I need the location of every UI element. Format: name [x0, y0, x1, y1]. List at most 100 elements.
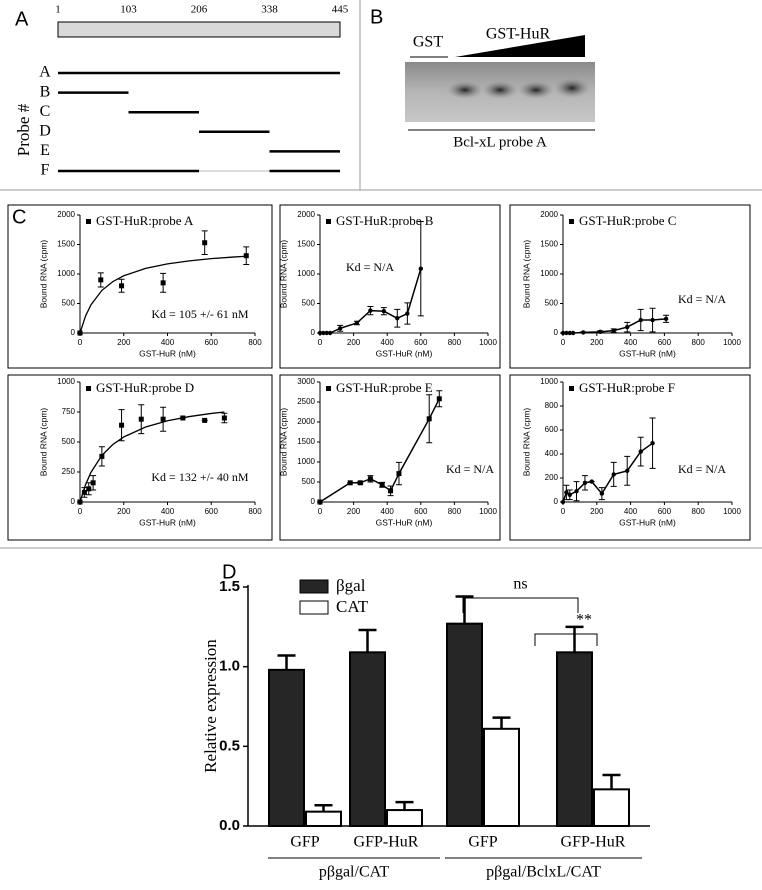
annotation: Kd = 132 +/- 40 nM [151, 470, 249, 484]
data-point [160, 416, 166, 422]
x-tick-label: 200 [117, 338, 131, 347]
x-tick-label: 1000 [479, 507, 497, 516]
error-bar [565, 625, 584, 653]
error-bar [395, 800, 414, 811]
x-tick-label: GFP-HuR [354, 834, 419, 851]
annotation: Kd = N/A [678, 292, 726, 306]
x-tick-label: GFP-HuR [561, 834, 626, 851]
gel-band [554, 78, 590, 98]
y-tick-label: 800 [545, 401, 559, 410]
data-point [564, 330, 569, 336]
x-axis-label: GST-HuR (nM) [376, 348, 433, 358]
y-tick-label: 750 [62, 407, 76, 416]
data-point [625, 468, 630, 473]
chart-frame [279, 374, 501, 541]
data-point [119, 283, 125, 289]
data-point [98, 277, 104, 283]
legend-label: GST-HuR:probe C [579, 213, 676, 228]
data-point [418, 266, 423, 271]
bar [593, 788, 630, 827]
y-tick-label: 1500 [540, 240, 558, 249]
data-point [567, 492, 572, 497]
x-tick-label: 200 [590, 507, 604, 516]
data-point [574, 489, 579, 494]
y-tick-label: 0 [311, 328, 316, 337]
gel-band [447, 81, 483, 99]
y-tick-label: 500 [62, 299, 76, 308]
probe-label: D [39, 122, 51, 139]
x-tick-label: 0 [561, 338, 566, 347]
x-tick-label: 0 [561, 507, 566, 516]
probe-label: F [41, 162, 50, 179]
legend-label: GST-HuR:probe B [336, 213, 434, 228]
y-tick-label: 1000 [297, 457, 315, 466]
legend-label: CAT [336, 597, 369, 616]
data-point [650, 441, 655, 446]
panel-label: D [222, 561, 236, 583]
chart-frame [279, 204, 501, 369]
y-tick-label: 0.5 [219, 737, 240, 754]
y-tick-label: 2000 [297, 417, 315, 426]
y-tick-label: 1500 [297, 437, 315, 446]
y-tick-label: 1000 [540, 377, 558, 386]
y-tick-label: 2000 [540, 210, 558, 219]
legend-marker [569, 386, 574, 391]
y-tick-label: 3000 [297, 377, 315, 386]
x-tick-label: 0 [78, 507, 83, 516]
x-tick-label: GFP [468, 834, 497, 851]
x-tick-label: 600 [414, 507, 428, 516]
y-tick-label: 1000 [57, 377, 75, 386]
annotation: Kd = N/A [346, 260, 394, 274]
data-point [663, 316, 669, 322]
bar [305, 810, 342, 827]
y-tick-label: 600 [545, 425, 559, 434]
y-tick-label: 0 [71, 497, 76, 506]
x-tick-label: 800 [692, 507, 706, 516]
y-axis-label: Bound RNA (cpm) [278, 408, 288, 477]
x-tick-label: 600 [205, 338, 219, 347]
y-tick-label: 2000 [57, 210, 75, 219]
data-point [395, 316, 400, 321]
y-axis-label: Bound RNA (cpm) [521, 240, 531, 309]
fit-curve [79, 411, 225, 503]
data-point [581, 330, 586, 335]
legend-label: βgal [336, 576, 366, 595]
y-tick-label: 500 [302, 477, 316, 486]
x-tick-label: 200 [117, 507, 131, 516]
x-tick-label: 600 [205, 507, 219, 516]
data-point [625, 324, 630, 330]
x-tick-label: 800 [448, 507, 462, 516]
x-tick-label: 1000 [479, 338, 497, 347]
legend-marker [569, 219, 574, 224]
data-point [324, 330, 329, 336]
legend-swatch [299, 600, 329, 615]
titration-wedge [455, 35, 585, 57]
data-point [426, 416, 432, 422]
data-point [405, 311, 410, 316]
lane-label: GST-HuR [486, 26, 551, 43]
data-point [160, 280, 166, 286]
bar [268, 668, 305, 827]
data-point [317, 499, 323, 505]
x-tick-label: 800 [692, 338, 706, 347]
panel-label: A [15, 8, 29, 30]
y-axis-label: Bound RNA (cpm) [38, 240, 48, 309]
y-tick-label: 2500 [297, 397, 315, 406]
data-point [381, 308, 387, 314]
group-label: pβgal/BclxL/CAT [486, 864, 601, 881]
bar [446, 622, 483, 827]
y-tick-label: 1.0 [219, 658, 240, 675]
panel-label: B [370, 6, 383, 28]
position-label: 103 [120, 4, 137, 16]
data-point [567, 330, 572, 336]
data-point [638, 317, 643, 323]
x-tick-label: 800 [448, 338, 462, 347]
x-tick-label: 0 [78, 338, 83, 347]
data-point [202, 417, 208, 423]
y-tick-label: 2000 [297, 210, 315, 219]
data-point [99, 453, 105, 459]
annotation: Kd = N/A [446, 462, 494, 476]
x-tick-label: 400 [381, 338, 395, 347]
data-point [599, 491, 605, 496]
